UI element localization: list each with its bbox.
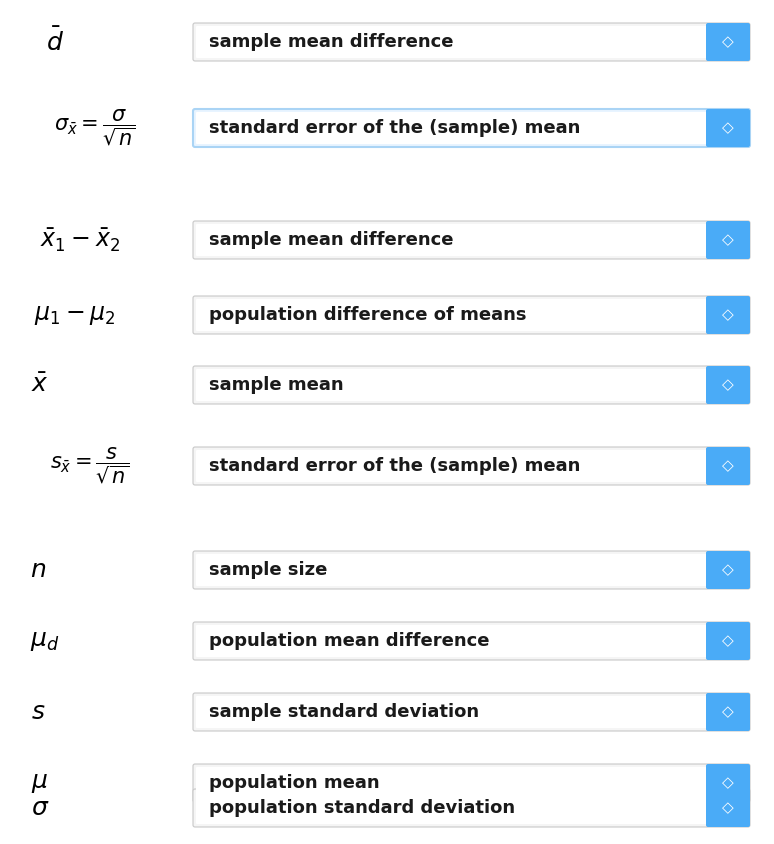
FancyBboxPatch shape <box>196 625 707 657</box>
Text: $\mu_1 - \mu_2$: $\mu_1 - \mu_2$ <box>34 303 116 327</box>
FancyBboxPatch shape <box>196 450 707 482</box>
Text: ◇: ◇ <box>722 562 734 577</box>
FancyBboxPatch shape <box>193 693 750 731</box>
FancyBboxPatch shape <box>706 366 750 404</box>
Text: ◇: ◇ <box>722 458 734 473</box>
Text: ◇: ◇ <box>722 634 734 648</box>
Text: $\sigma$: $\sigma$ <box>31 796 50 820</box>
FancyBboxPatch shape <box>193 366 750 404</box>
Text: sample mean difference: sample mean difference <box>209 33 454 51</box>
Text: $\mu$: $\mu$ <box>32 771 49 795</box>
FancyBboxPatch shape <box>706 221 750 259</box>
FancyBboxPatch shape <box>193 789 750 827</box>
FancyBboxPatch shape <box>706 296 750 334</box>
Text: $\sigma_{\bar{x}} = \dfrac{\sigma}{\sqrt{n}}$: $\sigma_{\bar{x}} = \dfrac{\sigma}{\sqrt… <box>54 108 136 149</box>
Text: $s$: $s$ <box>31 700 45 724</box>
Text: sample mean difference: sample mean difference <box>209 231 454 249</box>
FancyBboxPatch shape <box>196 696 707 728</box>
Text: sample mean: sample mean <box>209 376 344 394</box>
FancyBboxPatch shape <box>193 551 750 589</box>
Text: ◇: ◇ <box>722 776 734 791</box>
FancyBboxPatch shape <box>196 554 707 586</box>
FancyBboxPatch shape <box>193 764 750 802</box>
FancyBboxPatch shape <box>196 112 707 144</box>
Text: ◇: ◇ <box>722 232 734 247</box>
Text: population difference of means: population difference of means <box>209 306 526 324</box>
FancyBboxPatch shape <box>706 693 750 731</box>
Text: ◇: ◇ <box>722 121 734 136</box>
FancyBboxPatch shape <box>706 447 750 485</box>
FancyBboxPatch shape <box>706 622 750 660</box>
Text: $\bar{x}$: $\bar{x}$ <box>31 373 49 397</box>
Text: population mean difference: population mean difference <box>209 632 489 650</box>
FancyBboxPatch shape <box>193 622 750 660</box>
Text: ◇: ◇ <box>722 307 734 322</box>
FancyBboxPatch shape <box>706 109 750 147</box>
FancyBboxPatch shape <box>706 551 750 589</box>
FancyBboxPatch shape <box>706 789 750 827</box>
Text: $n$: $n$ <box>30 558 46 582</box>
FancyBboxPatch shape <box>193 109 750 147</box>
Text: sample standard deviation: sample standard deviation <box>209 703 479 721</box>
Text: standard error of the (sample) mean: standard error of the (sample) mean <box>209 457 580 475</box>
FancyBboxPatch shape <box>196 767 707 799</box>
FancyBboxPatch shape <box>196 299 707 331</box>
Text: population mean: population mean <box>209 774 379 792</box>
Text: $\bar{x}_1 - \bar{x}_2$: $\bar{x}_1 - \bar{x}_2$ <box>40 226 120 253</box>
Text: $s_{\bar{x}} = \dfrac{s}{\sqrt{n}}$: $s_{\bar{x}} = \dfrac{s}{\sqrt{n}}$ <box>50 446 130 486</box>
FancyBboxPatch shape <box>196 792 707 824</box>
Text: $\bar{d}$: $\bar{d}$ <box>46 28 64 56</box>
FancyBboxPatch shape <box>196 224 707 256</box>
Text: ◇: ◇ <box>722 705 734 719</box>
FancyBboxPatch shape <box>196 369 707 401</box>
Text: ◇: ◇ <box>722 800 734 815</box>
FancyBboxPatch shape <box>193 23 750 61</box>
Text: sample size: sample size <box>209 561 327 579</box>
Text: ◇: ◇ <box>722 377 734 392</box>
Text: ◇: ◇ <box>722 35 734 50</box>
FancyBboxPatch shape <box>193 221 750 259</box>
Text: standard error of the (sample) mean: standard error of the (sample) mean <box>209 119 580 137</box>
Text: $\mu_d$: $\mu_d$ <box>30 629 60 653</box>
FancyBboxPatch shape <box>706 764 750 802</box>
FancyBboxPatch shape <box>196 26 707 58</box>
FancyBboxPatch shape <box>193 447 750 485</box>
Text: population standard deviation: population standard deviation <box>209 799 515 817</box>
FancyBboxPatch shape <box>193 296 750 334</box>
FancyBboxPatch shape <box>706 23 750 61</box>
